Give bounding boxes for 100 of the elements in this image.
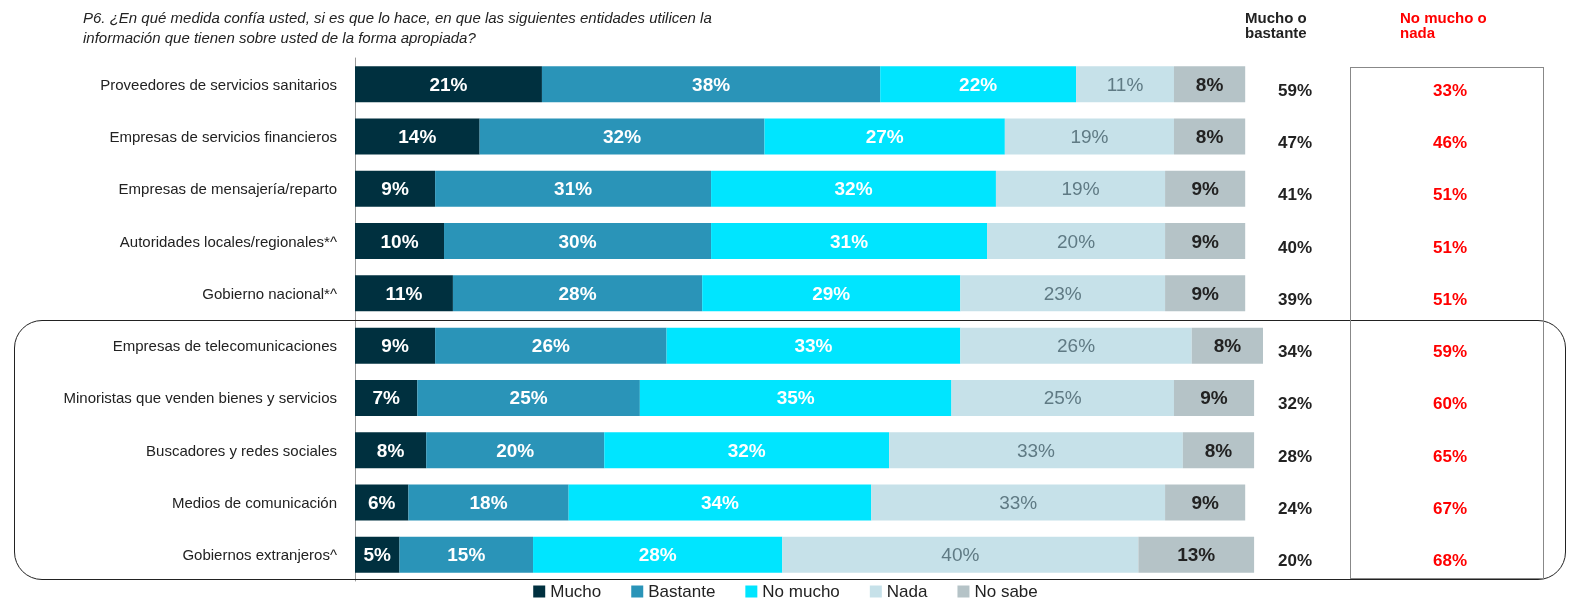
data-label: 9% (1200, 387, 1228, 409)
data-label: 38% (692, 73, 731, 95)
bar (782, 536, 1139, 573)
bar (417, 379, 640, 416)
data-label: 9% (1191, 178, 1219, 200)
chart-title: P6. ¿En qué medida confía usted, si es que lo hace, en que las siguientes entidades utilicen la información que tienen sobre usted de la forma apropiada? (83, 8, 716, 46)
bar (355, 170, 436, 207)
data-label: 25% (509, 387, 548, 409)
bar (355, 223, 445, 260)
data-label: 32% (834, 178, 873, 200)
bar (355, 379, 418, 416)
bar (711, 223, 988, 260)
text: 47% (1277, 132, 1313, 152)
data-label: 20% (496, 439, 535, 461)
text: 65% (1432, 446, 1468, 466)
bar (1076, 66, 1174, 103)
bar (1165, 484, 1246, 521)
data-label: 34% (700, 492, 740, 514)
text: 59% (1277, 80, 1313, 100)
data-label: 35% (776, 387, 815, 409)
text: Mucho o bastante (1245, 9, 1311, 41)
legend-label: No sabe (974, 582, 1038, 601)
data-label: 25% (1043, 387, 1082, 409)
bar (355, 118, 480, 155)
legend-label: Mucho (550, 582, 602, 601)
bar (533, 536, 783, 573)
y-tick-label: Buscadores y redes sociales (146, 441, 337, 459)
text: 20% (1277, 551, 1313, 571)
data-label: 19% (1061, 178, 1100, 200)
text: 39% (1277, 289, 1313, 309)
data-label: 22% (959, 73, 998, 95)
text: 33% (1432, 80, 1468, 100)
bar (541, 66, 881, 103)
bar (1173, 118, 1246, 155)
bar (604, 432, 890, 469)
y-tick-label: Proveedores de servicios sanitarios (100, 75, 337, 93)
bar (452, 275, 703, 312)
data-label: 8% (1195, 73, 1224, 95)
bar (479, 118, 765, 155)
data-label: 26% (1057, 335, 1096, 357)
bar (1165, 223, 1246, 260)
data-label: 26% (531, 335, 570, 357)
text: 51% (1432, 185, 1468, 205)
data-label: 28% (638, 544, 677, 566)
text: 34% (1277, 342, 1313, 362)
text: 51% (1432, 289, 1468, 309)
text: 60% (1432, 394, 1468, 414)
bar (987, 223, 1166, 260)
data-label: 9% (1191, 282, 1219, 304)
data-label: 33% (999, 492, 1038, 514)
data-label: 5% (363, 544, 392, 566)
bar (355, 66, 542, 103)
data-label: 8% (1204, 439, 1233, 461)
bar (764, 118, 1005, 155)
text: 40% (1277, 237, 1313, 257)
data-label: 8% (376, 439, 405, 461)
bar (1165, 275, 1246, 312)
text: 51% (1432, 237, 1468, 257)
bar (880, 66, 1077, 103)
bar (355, 327, 436, 364)
bar (711, 170, 996, 207)
text: 24% (1277, 499, 1313, 519)
bar (702, 275, 961, 312)
text: 67% (1432, 499, 1468, 519)
bar (1165, 170, 1246, 207)
legend-label: Nada (886, 582, 929, 601)
data-label: 32% (603, 125, 642, 147)
bar (444, 223, 712, 260)
bar (399, 536, 534, 573)
data-label: 6% (367, 492, 396, 514)
y-tick-label: Minoristas que venden bienes y servicios (63, 389, 337, 407)
data-label: 13% (1177, 544, 1216, 566)
data-label: 31% (554, 178, 593, 200)
y-tick-label: Gobiernos extranjeros^ (182, 546, 337, 564)
y-tick-label: Empresas de servicios financieros (109, 127, 337, 145)
text: 46% (1432, 132, 1468, 152)
y-tick-label: Empresas de telecomunicaciones (112, 337, 337, 355)
legend-label: No mucho (762, 582, 840, 601)
bar (355, 275, 453, 312)
text: 59% (1432, 342, 1468, 362)
bar (1173, 66, 1246, 103)
data-label: 33% (794, 335, 833, 357)
data-label: 19% (1070, 125, 1109, 147)
data-label: 10% (380, 230, 419, 252)
bar (995, 170, 1166, 207)
data-label: 14% (398, 125, 437, 147)
bar (889, 432, 1183, 469)
data-label: 32% (727, 439, 766, 461)
data-label: 11% (385, 282, 423, 304)
data-label: 7% (372, 387, 400, 409)
bar (435, 170, 712, 207)
text: 28% (1277, 446, 1313, 466)
bar (568, 484, 872, 521)
y-tick-label: Medios de comunicación (171, 494, 337, 512)
data-label: 8% (1213, 335, 1242, 357)
y-tick-label: Empresas de mensajería/reparto (118, 180, 337, 198)
data-label: 40% (941, 544, 980, 566)
bar (666, 327, 961, 364)
bar (355, 432, 427, 469)
data-label: 8% (1195, 125, 1224, 147)
